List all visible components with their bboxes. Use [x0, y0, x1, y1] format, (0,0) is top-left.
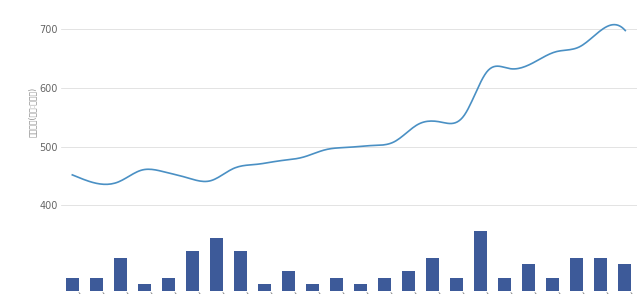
Bar: [162, 278, 175, 291]
Bar: [546, 278, 559, 291]
Bar: [618, 265, 632, 291]
Bar: [330, 278, 344, 291]
Bar: [450, 278, 463, 291]
Bar: [186, 251, 200, 291]
Bar: [234, 251, 248, 291]
Bar: [498, 278, 511, 291]
Bar: [378, 278, 392, 291]
Bar: [474, 231, 488, 291]
Bar: [258, 284, 271, 291]
Bar: [282, 271, 296, 291]
Bar: [138, 284, 152, 291]
Bar: [570, 258, 584, 291]
Bar: [426, 258, 440, 291]
Bar: [354, 284, 367, 291]
Bar: [522, 265, 536, 291]
Bar: [402, 271, 415, 291]
Bar: [90, 278, 104, 291]
Y-axis label: 거래금액(단위:백만원): 거래금액(단위:백만원): [28, 86, 36, 137]
Bar: [114, 258, 127, 291]
Bar: [210, 238, 223, 291]
Bar: [66, 278, 79, 291]
Bar: [306, 284, 319, 291]
Bar: [594, 258, 607, 291]
